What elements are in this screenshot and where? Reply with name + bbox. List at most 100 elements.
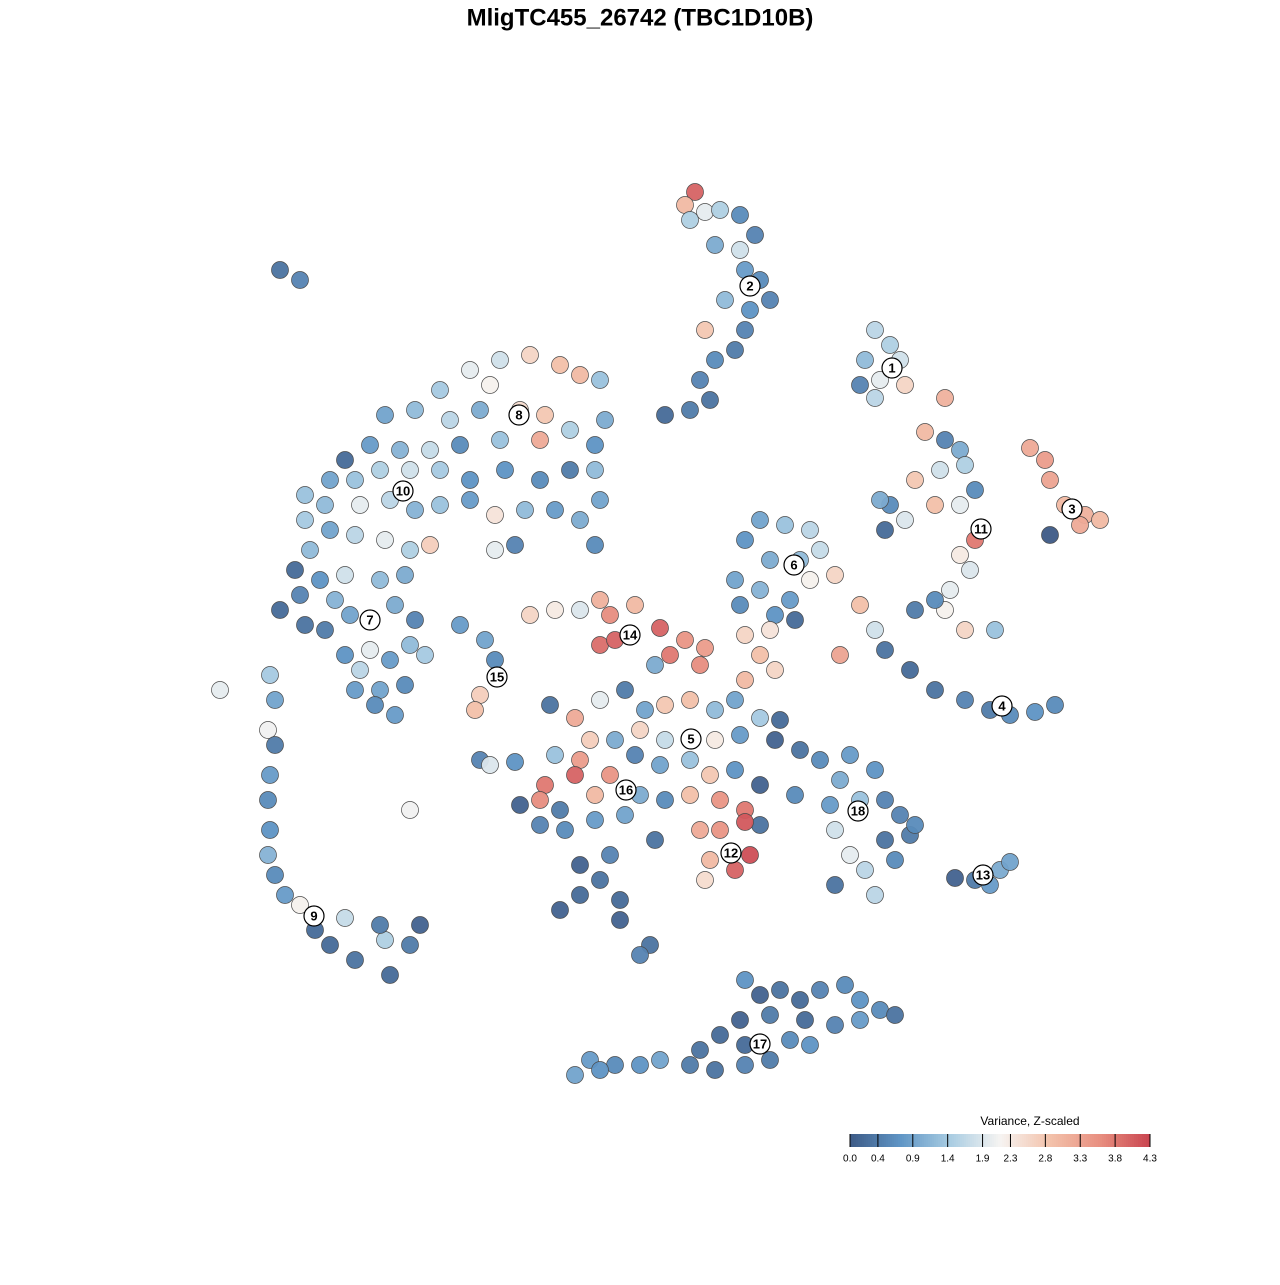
point [741, 846, 759, 864]
point [371, 571, 389, 589]
point [1041, 471, 1059, 489]
point [441, 411, 459, 429]
colorbar-swatch [1128, 1134, 1131, 1147]
point [546, 601, 564, 619]
point [691, 1041, 709, 1059]
point [701, 391, 719, 409]
point [346, 471, 364, 489]
point [259, 721, 277, 739]
point [766, 606, 784, 624]
colorbar-swatch [856, 1134, 859, 1147]
point [926, 496, 944, 514]
colorbar-swatch [1074, 1134, 1077, 1147]
colorbar-swatch [884, 1134, 887, 1147]
cluster-badge [970, 518, 992, 540]
point [586, 536, 604, 554]
point [531, 431, 549, 449]
point [351, 496, 369, 514]
point [886, 1006, 904, 1024]
colorbar-tick-label: 0.9 [906, 1154, 920, 1165]
point [751, 986, 769, 1004]
point [606, 731, 624, 749]
colorbar-swatch [926, 1134, 929, 1147]
point [601, 606, 619, 624]
point [1091, 511, 1109, 529]
point [851, 596, 869, 614]
colorbar-swatch [866, 1134, 869, 1147]
point [916, 423, 934, 441]
point [1021, 439, 1039, 457]
point [571, 511, 589, 529]
point [826, 821, 844, 839]
colorbar-swatch [1104, 1134, 1107, 1147]
point [396, 676, 414, 694]
cluster-label: 13 [976, 867, 990, 882]
cluster-badge [847, 800, 869, 822]
cluster-badge [972, 864, 994, 886]
point [731, 726, 749, 744]
point [951, 496, 969, 514]
cluster-label: 11 [974, 521, 988, 536]
point [376, 406, 394, 424]
point [571, 856, 589, 874]
colorbar-swatch [1020, 1134, 1023, 1147]
point [776, 516, 794, 534]
point [511, 796, 529, 814]
point [601, 766, 619, 784]
point [801, 521, 819, 539]
cluster-badge [991, 695, 1013, 717]
point [851, 1011, 869, 1029]
colorbar-swatch [1028, 1134, 1031, 1147]
point [401, 936, 419, 954]
point [751, 511, 769, 529]
point [421, 536, 439, 554]
colorbar-swatch [962, 1134, 965, 1147]
cluster-badge [303, 905, 325, 927]
colorbar-swatch [874, 1134, 877, 1147]
point [841, 746, 859, 764]
point [651, 756, 669, 774]
point [636, 701, 654, 719]
point [336, 451, 354, 469]
colorbar-swatch [970, 1134, 973, 1147]
point [291, 896, 309, 914]
colorbar-swatch [994, 1134, 997, 1147]
point [966, 481, 984, 499]
point [696, 203, 714, 221]
point [371, 916, 389, 934]
point [736, 531, 754, 549]
point [531, 471, 549, 489]
colorbar-swatch [916, 1134, 919, 1147]
point [611, 891, 629, 909]
colorbar-swatch [950, 1134, 953, 1147]
point [726, 691, 744, 709]
cluster-label: 9 [310, 908, 317, 923]
point [581, 731, 599, 749]
point [706, 701, 724, 719]
point [866, 389, 884, 407]
point [381, 651, 399, 669]
point [786, 611, 804, 629]
point [696, 321, 714, 339]
point [726, 761, 744, 779]
colorbar-swatch [968, 1134, 971, 1147]
colorbar-swatch [982, 1134, 985, 1147]
colorbar-swatch [920, 1134, 923, 1147]
colorbar-swatch [1088, 1134, 1091, 1147]
point [796, 1011, 814, 1029]
point [726, 341, 744, 359]
point [741, 301, 759, 319]
point [761, 1006, 779, 1024]
colorbar-swatch [1116, 1134, 1119, 1147]
colorbar-swatch [934, 1134, 937, 1147]
colorbar-swatch [906, 1134, 909, 1147]
colorbar-swatch [1094, 1134, 1097, 1147]
point [956, 621, 974, 639]
colorbar-swatch [932, 1134, 935, 1147]
point [261, 666, 279, 684]
point [536, 406, 554, 424]
colorbar-swatch [1006, 1134, 1009, 1147]
colorbar-swatch [956, 1134, 959, 1147]
point [286, 561, 304, 579]
point [321, 936, 339, 954]
